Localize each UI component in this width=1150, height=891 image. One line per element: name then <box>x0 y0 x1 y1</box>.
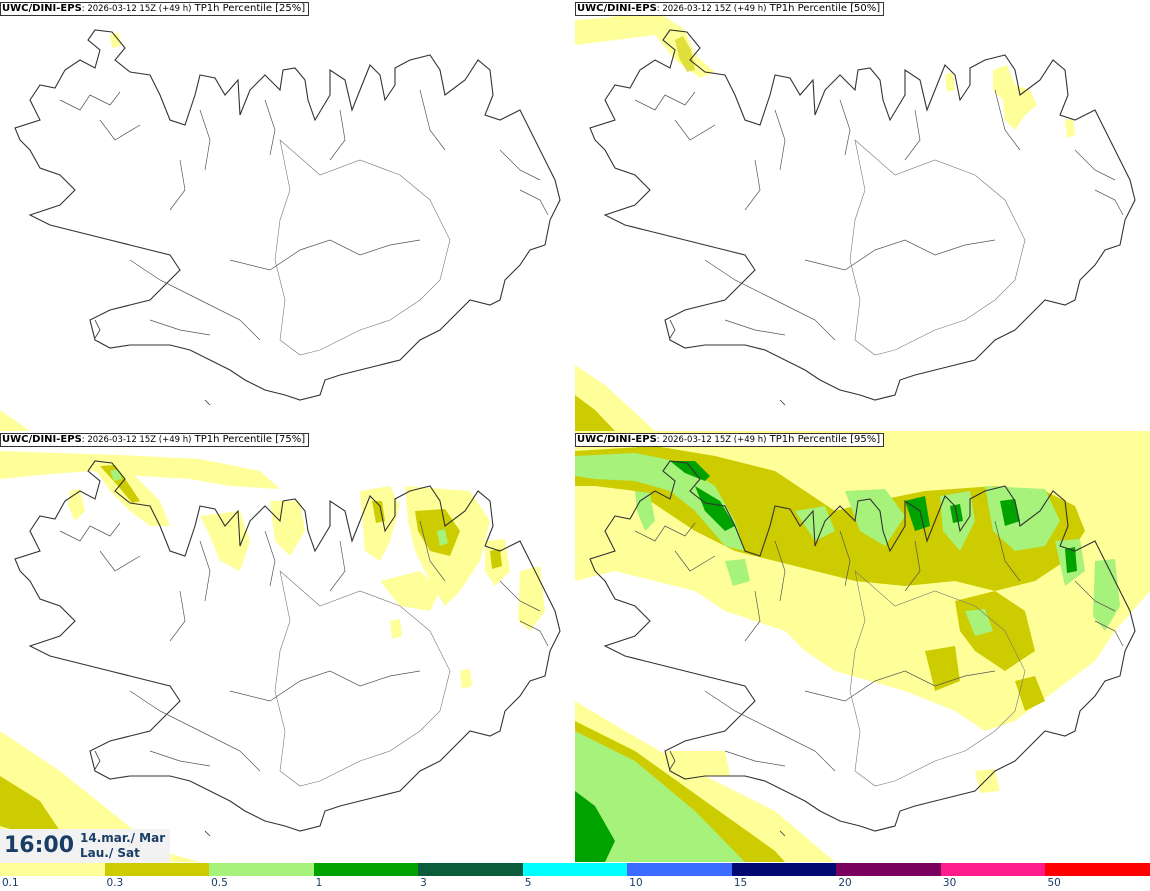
valid-time: 16:00 <box>4 833 75 858</box>
colorbar-segment <box>0 863 105 876</box>
precip-map-p75 <box>0 451 561 862</box>
panel-title: UWC/DINI-EPS: 2026-03-12 15Z (+49 h) TP1… <box>575 433 885 447</box>
colorbar-segment <box>522 863 628 876</box>
panel-title: UWC/DINI-EPS: 2026-03-12 15Z (+49 h) TP1… <box>575 2 885 16</box>
colorbar-segment <box>836 863 941 876</box>
map-panel-p95: UWC/DINI-EPS: 2026-03-12 15Z (+49 h) TP1… <box>575 431 1150 862</box>
colorbar-tick-label: 30 <box>942 877 957 889</box>
colorbar-segment <box>313 863 419 876</box>
valid-date: 14.mar./ Mar Lau./ Sat <box>80 831 165 861</box>
map-panel-p25: UWC/DINI-EPS: 2026-03-12 15Z (+49 h) TP1… <box>0 0 575 431</box>
colorbar-tick-label: 1 <box>315 877 323 889</box>
colorbar-segment <box>209 863 314 876</box>
colorbar-segment <box>731 863 837 876</box>
panel-title: UWC/DINI-EPS: 2026-03-12 15Z (+49 h) TP1… <box>0 433 310 447</box>
colorbar-segment <box>627 863 732 876</box>
colorbar-tick-label: 5 <box>524 877 532 889</box>
colorbar-tick-label: 3 <box>420 877 427 889</box>
colorbar-tick-label: 10 <box>629 877 643 889</box>
colorbar-tick-label: 0.3 <box>106 877 124 889</box>
colorbar-segment <box>940 863 1046 876</box>
colorbar-segment <box>104 863 210 876</box>
map-panel-p75: UWC/DINI-EPS: 2026-03-12 15Z (+49 h) TP1… <box>0 431 575 862</box>
panel-title: UWC/DINI-EPS: 2026-03-12 15Z (+49 h) TP1… <box>0 2 310 16</box>
colorbar-tick-label: 0.1 <box>2 877 19 889</box>
colorbar-segment <box>1045 863 1150 876</box>
precip-colorbar <box>0 863 1150 876</box>
colorbar-tick-label: 0.5 <box>211 877 228 889</box>
precip-map-p25 <box>0 29 561 431</box>
colorbar-tick-label: 15 <box>733 877 748 889</box>
colorbar-segment <box>418 863 523 876</box>
precip-map-p50 <box>575 10 1136 431</box>
valid-time-box: 16:00 14.mar./ Mar Lau./ Sat <box>0 829 170 863</box>
valid-date-line2: Lau./ Sat <box>80 846 140 860</box>
precip-map-p95 <box>575 431 1150 862</box>
map-panel-p50: UWC/DINI-EPS: 2026-03-12 15Z (+49 h) TP1… <box>575 0 1150 431</box>
colorbar-tick-label: 50 <box>1047 877 1061 889</box>
colorbar-ticks: 0.1 0.3 0.5 1 3 5 10 15 20 30 50 <box>0 877 1150 891</box>
valid-date-line1: 14.mar./ Mar <box>80 831 166 845</box>
colorbar-tick-label: 20 <box>838 877 852 889</box>
